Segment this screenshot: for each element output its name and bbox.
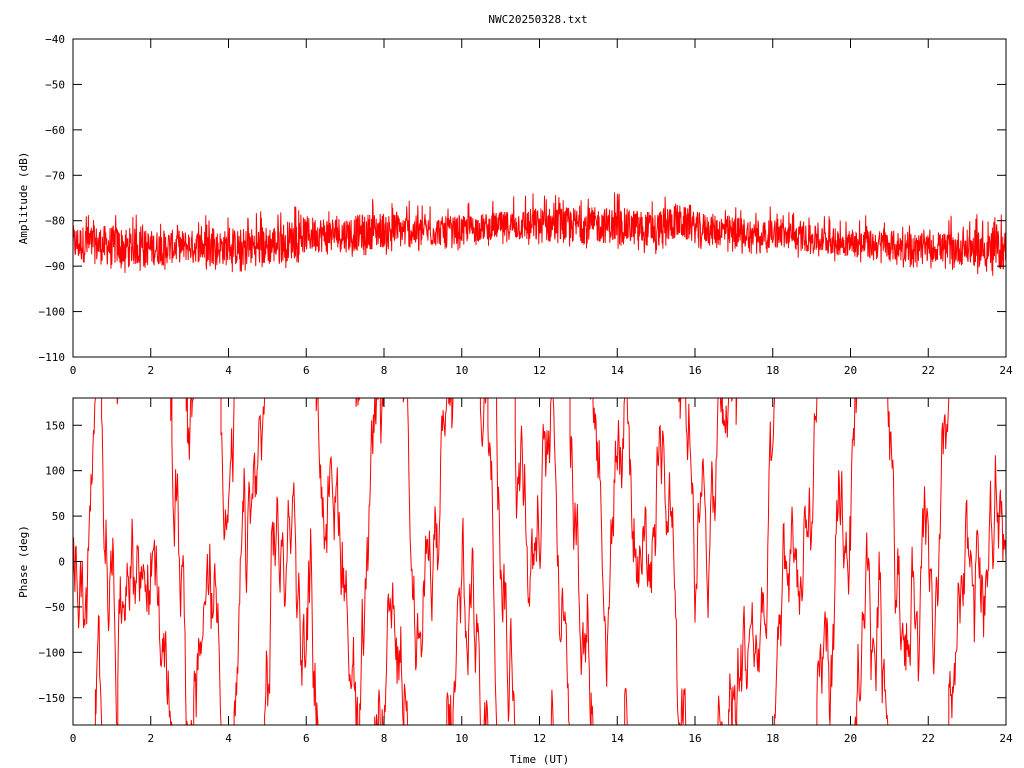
x-tick-label: 8 xyxy=(381,364,388,377)
y-tick-label: −40 xyxy=(45,33,65,46)
amplitude-y-axis-label: Amplitude (dB) xyxy=(17,152,30,245)
x-tick-label: 20 xyxy=(844,364,857,377)
phase-line xyxy=(72,396,1007,726)
y-tick-label: 50 xyxy=(52,510,65,523)
y-tick-label: 0 xyxy=(58,556,65,569)
y-tick-label: 150 xyxy=(45,419,65,432)
x-tick-label: 20 xyxy=(844,732,857,745)
y-tick-label: −100 xyxy=(39,646,66,659)
x-tick-label: 14 xyxy=(611,364,625,377)
y-tick-label: −50 xyxy=(45,601,65,614)
y-tick-label: −70 xyxy=(45,169,65,182)
y-tick-label: −100 xyxy=(39,306,66,319)
amplitude-x-ticks: 0 2 4 6 8 10 12 14 16 18 20 22 24 xyxy=(70,39,1013,377)
chart-title: NWC20250328.txt xyxy=(488,13,587,26)
amplitude-frame xyxy=(72,38,1007,358)
y-tick-label: −50 xyxy=(45,78,65,91)
x-tick-label: 18 xyxy=(766,732,779,745)
x-tick-label: 4 xyxy=(225,732,232,745)
x-tick-label: 24 xyxy=(999,364,1013,377)
x-tick-label: 22 xyxy=(922,732,935,745)
y-tick-label: −150 xyxy=(39,692,66,705)
y-tick-label: −90 xyxy=(45,260,65,273)
amplitude-line xyxy=(72,192,1007,276)
x-tick-label: 16 xyxy=(688,364,701,377)
y-tick-label: −60 xyxy=(45,124,65,137)
phase-y-ticks: −150 −100 −50 0 50 100 150 xyxy=(39,419,1006,705)
x-tick-label: 22 xyxy=(922,364,935,377)
x-tick-label: 2 xyxy=(147,364,154,377)
x-tick-label: 8 xyxy=(381,732,388,745)
amplitude-panel: −110−100−90−80−70−60−50−40 0 2 4 6 8 10 12 14 16… xyxy=(17,33,1013,377)
phase-y-axis-label: Phase (deg) xyxy=(17,525,30,598)
amplitude-y-ticks: −110 −100 −90 −80 −70 −60 −50 −40 xyxy=(39,33,1006,364)
x-tick-label: 16 xyxy=(688,732,701,745)
x-tick-label: 18 xyxy=(766,364,779,377)
x-tick-label: 0 xyxy=(70,364,77,377)
x-tick-label: 6 xyxy=(303,364,310,377)
amplitude-trace xyxy=(72,192,1007,276)
x-tick-label: 0 xyxy=(70,732,77,745)
y-tick-label: −80 xyxy=(45,215,65,228)
x-tick-label: 12 xyxy=(533,732,546,745)
x-tick-label: 6 xyxy=(303,732,310,745)
x-tick-label: 14 xyxy=(611,732,625,745)
x-tick-label: 12 xyxy=(533,364,546,377)
x-tick-label: 10 xyxy=(455,364,468,377)
y-tick-label: 100 xyxy=(45,465,65,478)
y-tick-label: −110 xyxy=(39,351,66,364)
x-tick-label: 2 xyxy=(147,732,154,745)
x-tick-label: 10 xyxy=(455,732,468,745)
x-tick-label: 24 xyxy=(999,732,1013,745)
phase-x-axis-label: Time (UT) xyxy=(510,753,570,766)
phase-x-ticks: 0 2 4 6 8 10 12 14 16 18 20 22 24 xyxy=(70,398,1013,745)
x-tick-label: 4 xyxy=(225,364,232,377)
phase-trace xyxy=(72,396,1007,726)
